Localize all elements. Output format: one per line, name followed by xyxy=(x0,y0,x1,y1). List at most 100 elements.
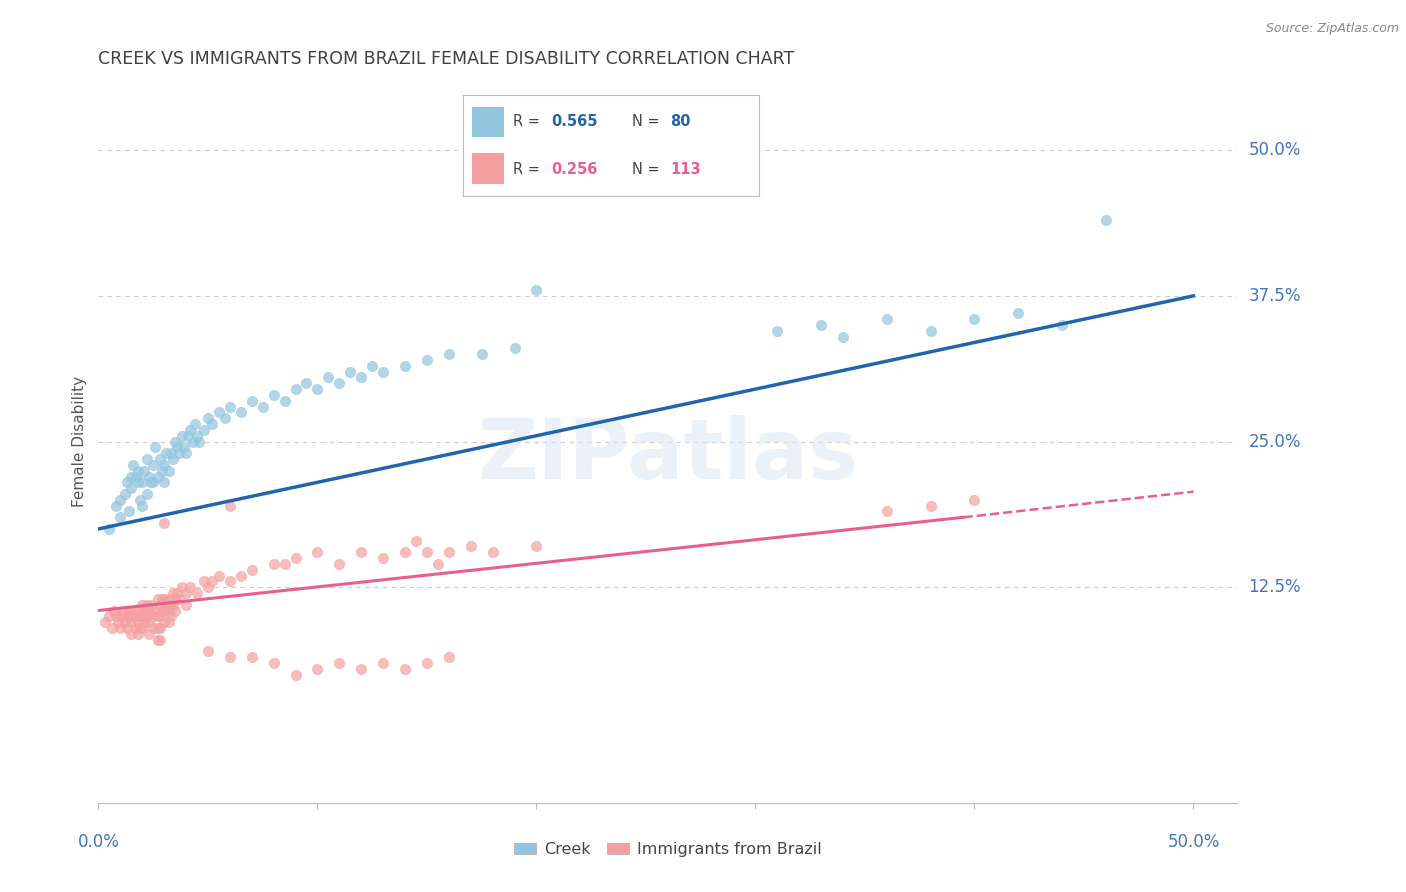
Point xyxy=(134,615,156,630)
Point xyxy=(129,492,152,507)
Text: 25.0%: 25.0% xyxy=(1249,433,1301,450)
Point xyxy=(139,598,162,612)
Point xyxy=(526,540,548,554)
Point xyxy=(218,650,240,665)
Point xyxy=(159,446,181,460)
Point xyxy=(120,609,142,624)
Y-axis label: Female Disability: Female Disability xyxy=(72,376,87,508)
Point xyxy=(138,469,160,483)
Point xyxy=(162,452,184,467)
Point xyxy=(1095,213,1118,227)
Point xyxy=(166,586,188,600)
Point xyxy=(131,609,153,624)
Point xyxy=(153,458,176,472)
Legend: Creek, Immigrants from Brazil: Creek, Immigrants from Brazil xyxy=(508,836,828,863)
Point xyxy=(165,591,187,606)
Point xyxy=(129,621,152,635)
Point xyxy=(201,417,224,431)
Point xyxy=(405,533,427,548)
Point xyxy=(142,621,165,635)
Point xyxy=(832,329,855,343)
Text: 50.0%: 50.0% xyxy=(1167,833,1219,851)
Point xyxy=(920,499,942,513)
Point xyxy=(252,400,274,414)
Point xyxy=(129,609,152,624)
Point xyxy=(350,545,373,559)
Point xyxy=(153,516,176,530)
Point xyxy=(350,662,373,676)
Point xyxy=(273,393,295,408)
Point xyxy=(118,603,141,617)
Point xyxy=(284,667,307,681)
Point xyxy=(371,365,394,379)
Point xyxy=(159,598,181,612)
Point xyxy=(138,615,160,630)
Point xyxy=(131,598,153,612)
Point xyxy=(120,469,142,483)
Point xyxy=(135,609,157,624)
Text: Source: ZipAtlas.com: Source: ZipAtlas.com xyxy=(1265,22,1399,36)
Point xyxy=(179,423,201,437)
Point xyxy=(169,446,191,460)
Point xyxy=(876,312,898,326)
Point xyxy=(371,551,394,566)
Point xyxy=(328,557,350,571)
Text: 37.5%: 37.5% xyxy=(1249,287,1301,305)
Point xyxy=(139,475,162,490)
Point xyxy=(188,434,211,449)
Point xyxy=(394,662,416,676)
Point xyxy=(107,615,129,630)
Point xyxy=(339,365,361,379)
Point xyxy=(263,656,285,670)
Point xyxy=(110,510,132,524)
Point xyxy=(118,504,141,518)
Point xyxy=(145,603,166,617)
Point xyxy=(169,591,191,606)
Point xyxy=(920,324,942,338)
Point xyxy=(145,441,166,455)
Point xyxy=(153,475,176,490)
Point xyxy=(98,609,121,624)
Point xyxy=(150,464,173,478)
Point xyxy=(127,627,149,641)
Point xyxy=(240,650,263,665)
Point xyxy=(229,405,252,419)
Point xyxy=(503,341,526,355)
Point xyxy=(318,370,340,384)
Point xyxy=(184,417,207,431)
Point xyxy=(284,382,307,396)
Point xyxy=(481,545,503,559)
Point xyxy=(361,359,384,373)
Point xyxy=(174,446,197,460)
Point xyxy=(526,283,548,297)
Point xyxy=(416,353,439,368)
Point xyxy=(273,557,295,571)
Text: CREEK VS IMMIGRANTS FROM BRAZIL FEMALE DISABILITY CORRELATION CHART: CREEK VS IMMIGRANTS FROM BRAZIL FEMALE D… xyxy=(98,50,794,68)
Point xyxy=(155,446,177,460)
Point xyxy=(197,644,219,658)
Point xyxy=(124,609,146,624)
Text: 12.5%: 12.5% xyxy=(1249,578,1301,596)
Point xyxy=(371,656,394,670)
Point xyxy=(170,580,193,594)
Point xyxy=(149,452,172,467)
Point xyxy=(111,603,134,617)
Point xyxy=(100,621,122,635)
Point xyxy=(197,580,219,594)
Point xyxy=(229,568,252,582)
Point xyxy=(963,312,986,326)
Point xyxy=(208,568,231,582)
Point xyxy=(122,603,145,617)
Point xyxy=(328,376,350,391)
Point xyxy=(157,591,180,606)
Point xyxy=(166,441,188,455)
Point xyxy=(155,598,177,612)
Point xyxy=(120,615,142,630)
Point xyxy=(208,405,231,419)
Point xyxy=(149,632,172,647)
Point xyxy=(179,580,201,594)
Point xyxy=(135,487,157,501)
Point xyxy=(162,598,184,612)
Point xyxy=(115,609,138,624)
Point xyxy=(134,603,156,617)
